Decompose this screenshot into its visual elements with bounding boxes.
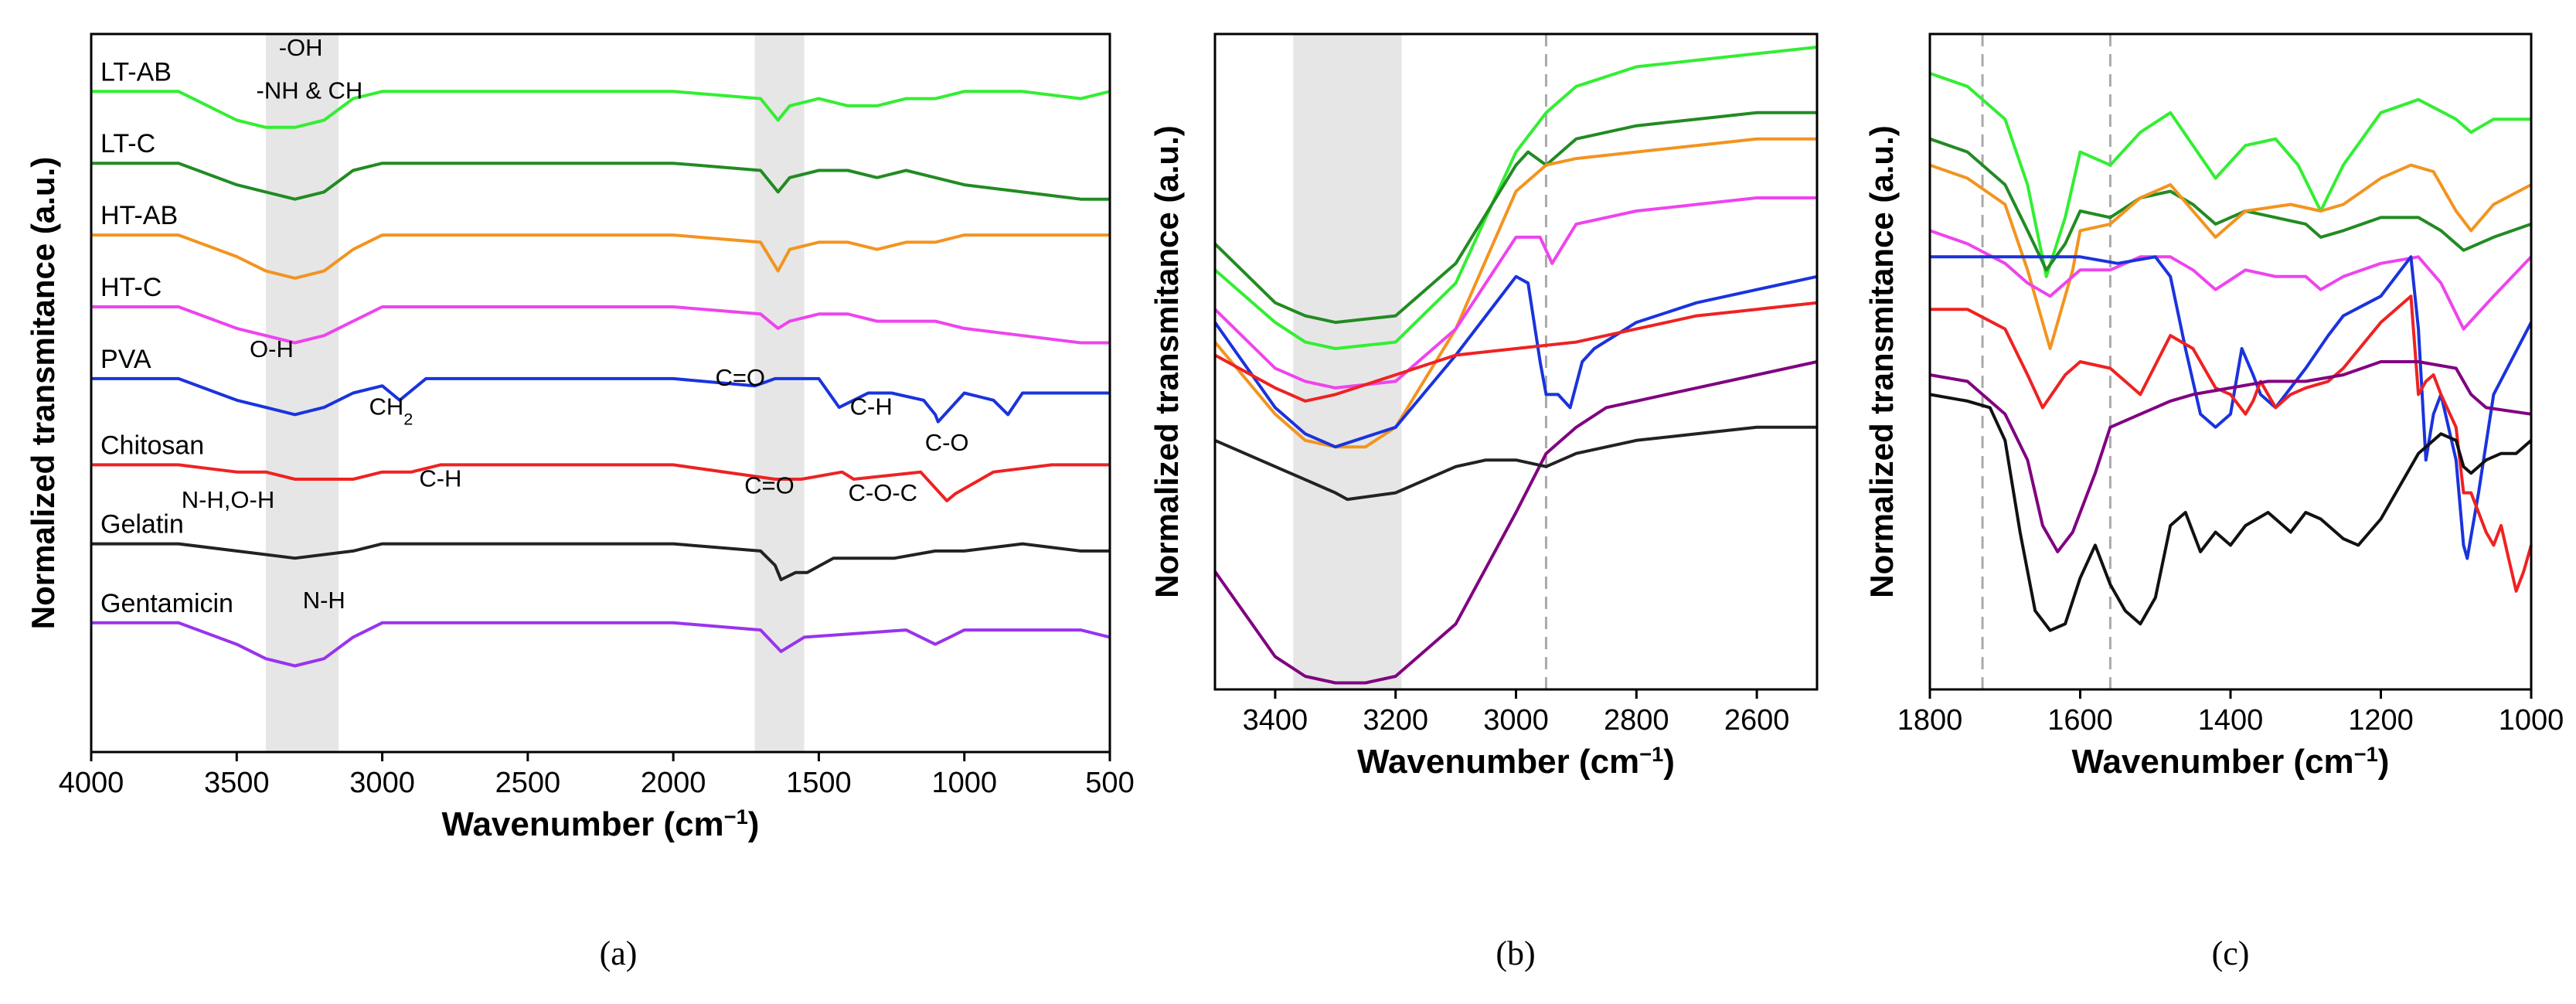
peak-annotation: N-H,O-H (182, 486, 275, 513)
peak-annotation: -OH (279, 34, 323, 61)
series-line-lt-c (91, 162, 1110, 201)
series-line-gentamicin (91, 621, 1111, 668)
y-axis-title: Normalized transmitance (a.u.) (1863, 125, 1900, 597)
series-label: LT-AB (100, 57, 172, 87)
peak-annotation: C-H (850, 393, 893, 420)
shaded-band (265, 34, 339, 752)
peak-annotation: C-O-C (849, 479, 918, 506)
x-tick-label: 1000 (2499, 704, 2564, 737)
peak-annotation: O-H (250, 335, 294, 362)
x-tick-label: 1600 (2047, 704, 2113, 737)
series-line-ht-ab (91, 233, 1110, 280)
series-label: PVA (100, 345, 151, 374)
series-line-gentamicin (1929, 360, 2532, 553)
x-tick-label: 3000 (349, 767, 415, 799)
series-line-pva (91, 376, 1110, 424)
x-tick-label: 2000 (641, 767, 706, 799)
x-tick-label: 3000 (1483, 704, 1549, 737)
x-tick-label: 2600 (1724, 704, 1790, 737)
x-tick-label: 2500 (495, 767, 561, 799)
panel-caption: (c) (2212, 934, 2250, 972)
x-tick-label: 3200 (1363, 704, 1428, 737)
y-axis-title: Normalized transmitance (a.u.) (25, 157, 61, 629)
peak-annotation: C=O (715, 364, 765, 391)
plot-frame (90, 32, 1111, 754)
series-label: LT-C (100, 129, 155, 158)
shaded-band (754, 34, 805, 752)
series-label: HT-AB (100, 201, 178, 230)
x-tick-label: 1500 (786, 767, 852, 799)
y-axis-title: Normalized transmitance (a.u.) (1148, 125, 1185, 597)
series-line-chitosan (1214, 301, 1818, 403)
series-line-lt-ab (1213, 46, 1818, 350)
series-line-pva (1930, 255, 2533, 560)
peak-annotation: N-H (303, 587, 345, 614)
x-tick-label: 3400 (1243, 704, 1308, 737)
series-line-ht-c (1213, 196, 1817, 390)
x-tick-label: 1200 (2348, 704, 2414, 737)
series-line-gentamicin (1213, 360, 1818, 685)
x-axis-title: Wavenumber (cm−1) (2072, 742, 2390, 781)
series-line-gelatin (91, 542, 1110, 581)
panel-c: 1800 1600 1400 1200 1000 Wavenumber (cm−1) Nor… (1863, 32, 2564, 972)
x-tick-label: 1400 (2198, 704, 2264, 737)
series-label: HT-C (100, 273, 162, 302)
x-tick-label: 3500 (204, 767, 270, 799)
x-tick-label: 2800 (1604, 704, 1669, 737)
series-line-chitosan (91, 463, 1110, 502)
series-line-ht-c (1929, 229, 2533, 331)
series-line-ht-c (91, 305, 1110, 345)
x-axis-title: Wavenumber (cm−1) (1357, 742, 1675, 781)
series-line-chitosan (1930, 294, 2533, 593)
series-line-gelatin (1214, 425, 1817, 502)
panel-a: LT-AB LT-C HT-AB HT-C PVA Chitosan Gelatin Gent… (25, 32, 1135, 972)
x-axis-title: Wavenumber (cm−1) (442, 805, 760, 844)
series-line-pva (1213, 274, 1818, 449)
series-label: Gentamicin (100, 589, 233, 618)
series-line-ht-ab (1213, 137, 1817, 449)
series-label: Gelatin (100, 510, 184, 539)
series-label: Chitosan (100, 431, 204, 460)
peak-annotation: CH2 (369, 393, 413, 428)
series-line-lt-ab (91, 90, 1111, 129)
shaded-band (1293, 34, 1402, 689)
x-tick-label: 1800 (1897, 704, 1963, 737)
panel-caption: (b) (1496, 934, 1535, 972)
x-tick-label: 1000 (931, 767, 997, 799)
peak-annotation: C-O (925, 429, 969, 456)
series-line-lt-c (1213, 111, 1817, 325)
x-tick-label: 4000 (59, 767, 124, 799)
series-line-ht-ab (1929, 163, 2532, 350)
panel-b: 3400 3200 3000 2800 2600 Wavenumber (cm−1) Nor… (1148, 32, 1819, 972)
peak-annotation: -NH & CH (257, 77, 363, 104)
series-line-gelatin (1929, 393, 2533, 632)
peak-annotation: C=O (744, 472, 795, 499)
x-tick-label: 500 (1085, 767, 1134, 799)
panel-caption: (a) (600, 934, 638, 972)
peak-annotation: C-H (419, 465, 461, 492)
